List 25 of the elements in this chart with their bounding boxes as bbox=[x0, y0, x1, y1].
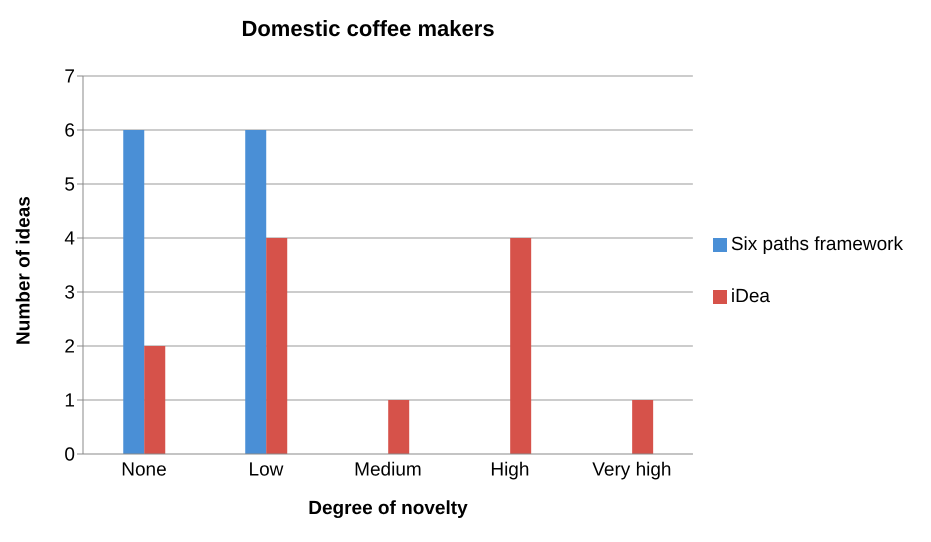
chart-title: Domestic coffee makers bbox=[240, 16, 496, 42]
x-axis-title: Degree of novelty bbox=[308, 498, 468, 519]
x-tick-label: None bbox=[121, 459, 167, 480]
y-tick-label: 1 bbox=[64, 390, 75, 412]
bar bbox=[388, 400, 410, 454]
bar bbox=[144, 346, 166, 454]
y-tick-label: 7 bbox=[64, 66, 75, 88]
legend-label: Six paths framework bbox=[730, 234, 903, 255]
bar bbox=[245, 130, 266, 454]
y-tick-label: 3 bbox=[64, 282, 75, 304]
y-tick-label: 5 bbox=[64, 174, 75, 196]
y-tick-label: 4 bbox=[64, 228, 76, 250]
y-tick-label: 6 bbox=[64, 120, 75, 142]
bar bbox=[123, 130, 144, 454]
bar bbox=[632, 400, 654, 454]
y-tick-label: 0 bbox=[64, 444, 75, 466]
x-tick-label: High bbox=[490, 459, 530, 480]
y-axis-title: Number of ideas bbox=[14, 196, 35, 345]
x-tick-label: Low bbox=[248, 459, 284, 480]
bar bbox=[510, 238, 532, 454]
bar bbox=[266, 238, 288, 454]
y-tick-label: 2 bbox=[64, 336, 75, 358]
x-tick-label: Medium bbox=[354, 459, 422, 480]
x-tick-label: Very high bbox=[592, 459, 672, 480]
legend-label: iDea bbox=[730, 286, 770, 307]
